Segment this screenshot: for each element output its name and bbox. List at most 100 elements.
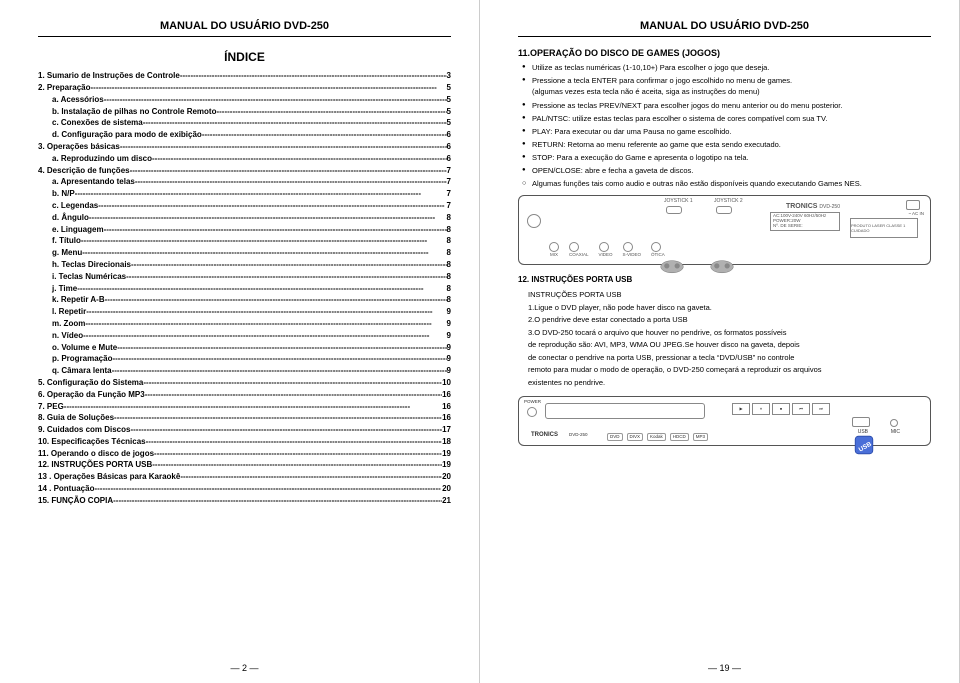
toc-line: 6. Operação da Função MP3 --------------… — [38, 390, 451, 401]
toc-leader: ----------------------------------------… — [131, 260, 447, 271]
port-icon — [549, 242, 559, 252]
toc-leader: ----------------------------------------… — [112, 354, 446, 365]
usb-badge-icon: USB — [852, 433, 876, 457]
front-model-label: DVD-250 — [569, 432, 588, 438]
toc-label: 2. Preparação — [38, 83, 90, 94]
brand-label: TRONICS DVD-250 — [786, 202, 840, 211]
toc-page: 8 — [447, 236, 451, 247]
toc-line: d. Configuração para modo de exibição --… — [38, 130, 451, 141]
toc-line: g. Menu --------------------------------… — [38, 248, 451, 259]
toc-page: 8 — [447, 284, 451, 295]
bullet-item: PAL/NTSC: utilize estas teclas para esco… — [522, 114, 931, 124]
toc-line: 2. Preparação --------------------------… — [38, 83, 451, 94]
joystick1-icon — [659, 256, 685, 274]
front-transport-button: ⏸ — [752, 403, 770, 415]
toc-leader: ----------------------------------------… — [145, 390, 442, 401]
toc-page: 21 — [442, 496, 451, 507]
toc-page: 9 — [447, 331, 451, 342]
toc-line: c. Legendas ----------------------------… — [38, 201, 451, 212]
front-power-icon — [527, 407, 537, 417]
toc-page: 8 — [447, 225, 451, 236]
usb-line: de conectar o pendrive na porta USB, pre… — [528, 353, 927, 364]
power-info-box: AC:100V-240V 60Hz/50Hz POWER:20W Nº. DE … — [770, 212, 840, 231]
toc-page: 8 — [447, 272, 451, 283]
toc-label: g. Menu — [38, 248, 82, 259]
toc-leader: ----------------------------------------… — [104, 225, 447, 236]
toc-line: i. Teclas Numéricas --------------------… — [38, 272, 451, 283]
usb-line: existentes no pendrive. — [528, 378, 927, 389]
toc-leader: ----------------------------------------… — [143, 378, 442, 389]
toc-label: 12. INSTRUÇÕES PORTA USB — [38, 460, 152, 471]
header-left: MANUAL DO USUÁRIO DVD-250 — [38, 20, 451, 37]
usb-line: 3.O DVD-250 tocará o arquivo que houver … — [528, 328, 927, 339]
toc-label: b. N/P — [38, 189, 75, 200]
toc-page: 5 — [447, 83, 451, 94]
toc-leader: ----------------------------------------… — [112, 366, 447, 377]
toc-page: 19 — [442, 460, 451, 471]
toc-line: 3. Operações básicas -------------------… — [38, 142, 451, 153]
toc-line: j. Time --------------------------------… — [38, 284, 451, 295]
toc-page: 6 — [447, 130, 451, 141]
port-column: VIDEO — [599, 242, 613, 258]
content-right: 11.OPERAÇÃO DO DISCO DE GAMES (JOGOS) Ut… — [518, 45, 931, 659]
toc-leader: ----------------------------------------… — [113, 496, 442, 507]
page-left: MANUAL DO USUÁRIO DVD-250 ÍNDICE 1. Suma… — [0, 0, 480, 683]
port-column: COAXIAL — [569, 242, 589, 258]
toc-label: 10. Especificações Técnicas — [38, 437, 146, 448]
toc-page: 7 — [447, 177, 451, 188]
toc-line: a. Apresentando telas ------------------… — [38, 177, 451, 188]
toc-page: 7 — [447, 201, 451, 212]
toc-line: k. Repetir A-B -------------------------… — [38, 295, 451, 306]
disc-tray-icon — [545, 403, 705, 419]
toc-label: 6. Operação da Função MP3 — [38, 390, 145, 401]
toc-line: 9. Cuidados com Discos -----------------… — [38, 425, 451, 436]
toc-label: d. Configuração para modo de exibição — [38, 130, 202, 141]
toc-leader: ----------------------------------------… — [94, 484, 442, 495]
toc-page: 20 — [442, 472, 451, 483]
front-brand-label: TRONICS — [531, 431, 558, 439]
toc-label: n. Vídeo — [38, 331, 83, 342]
toc-label: m. Zoom — [38, 319, 85, 330]
toc-label: 8. Guia de Soluções — [38, 413, 114, 424]
toc-line: m. Zoom --------------------------------… — [38, 319, 451, 330]
toc-line: q. Câmara lenta ------------------------… — [38, 366, 451, 377]
toc-label: 3. Operações básicas — [38, 142, 120, 153]
toc-page: 9 — [447, 366, 451, 377]
toc-label: 11. Operando o disco de jogos — [38, 449, 154, 460]
toc-line: b. N/P ---------------------------------… — [38, 189, 451, 200]
toc-leader: ----------------------------------------… — [64, 402, 442, 413]
toc-label: a. Apresentando telas — [38, 177, 135, 188]
bullet-item: (algumas vezes esta tecla não é aceita, … — [522, 87, 931, 97]
toc-label: 1. Sumario de Instruções de Controle — [38, 71, 180, 82]
toc-label: o. Volume e Mute — [38, 343, 117, 354]
toc-leader: ----------------------------------------… — [143, 118, 447, 129]
toc-label: b. Instalação de pilhas no Controle Remo… — [38, 107, 216, 118]
power-button-icon — [527, 214, 541, 228]
toc-page: 9 — [447, 343, 451, 354]
toc-label: p. Programação — [38, 354, 112, 365]
toc-leader: ----------------------------------------… — [83, 331, 446, 342]
toc-page: 16 — [442, 413, 451, 424]
toc-leader: ----------------------------------------… — [216, 107, 446, 118]
toc-line: 14 . Pontuação -------------------------… — [38, 484, 451, 495]
toc-label: q. Câmara lenta — [38, 366, 112, 377]
toc-page: 6 — [447, 154, 451, 165]
toc-leader: ----------------------------------------… — [130, 166, 447, 177]
joystick2-label: JOYSTICK 2 — [714, 198, 743, 205]
toc-label: j. Time — [38, 284, 77, 295]
joystick1-label: JOYSTICK 1 — [664, 198, 693, 205]
rear-ports-row: MIXCOAXIALVIDEOS-VIDEOÓTICA — [549, 242, 665, 258]
toc-page: 20 — [442, 484, 451, 495]
front-transport-button: ▶ — [732, 403, 750, 415]
usb-line: de reprodução são: AVI, MP3, WMA OU JPEG… — [528, 340, 927, 351]
toc-leader: ----------------------------------------… — [135, 177, 447, 188]
ac-port-icon — [906, 200, 920, 210]
toc-page: 6 — [447, 142, 451, 153]
toc-line: 13 . Operações Básicas para Karaokê ----… — [38, 472, 451, 483]
usb-heading: INSTRUÇÕES PORTA USB — [528, 290, 927, 301]
port-icon — [599, 242, 609, 252]
table-of-contents: 1. Sumario de Instruções de Controle ---… — [38, 71, 451, 506]
toc-page: 16 — [442, 390, 451, 401]
toc-leader: ----------------------------------------… — [77, 284, 446, 295]
toc-page: 8 — [447, 260, 451, 271]
